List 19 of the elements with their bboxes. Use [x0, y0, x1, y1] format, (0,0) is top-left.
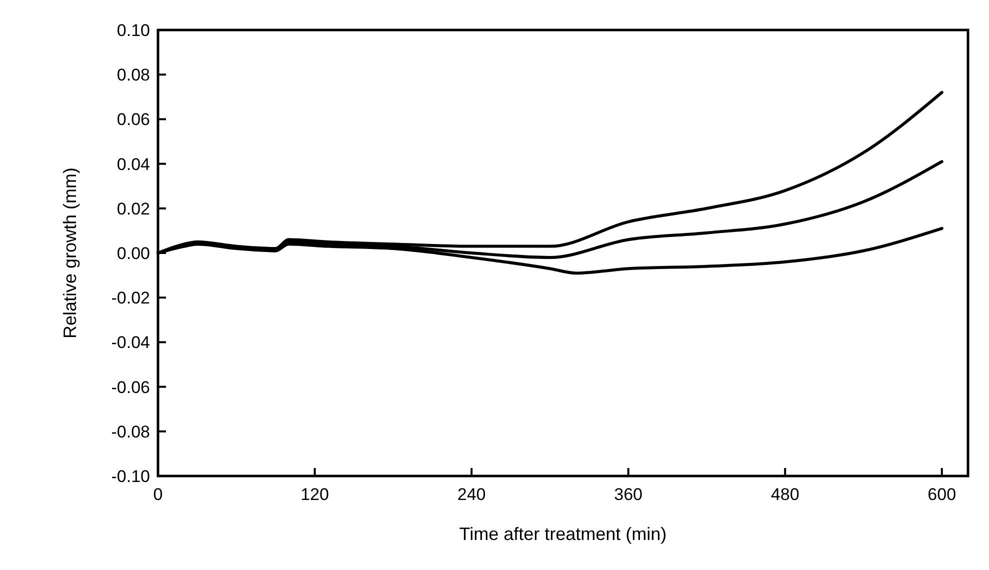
y-tick-label: -0.10 [111, 466, 150, 486]
x-tick-label: 120 [300, 485, 329, 504]
x-tick-label: 480 [770, 485, 800, 504]
x-tick-label: 0 [153, 485, 163, 504]
y-axis-title: Relative growth (mm) [60, 167, 80, 339]
y-tick-label: 0.10 [116, 20, 150, 40]
y-tick-label: -0.08 [111, 422, 150, 442]
y-tick-label: 0.00 [116, 244, 150, 263]
x-tick-label: 360 [614, 485, 643, 504]
y-tick-label: 0.08 [116, 66, 150, 85]
x-tick-label: 600 [928, 485, 956, 504]
y-tick-label: -0.04 [111, 333, 150, 352]
x-tick-label: 240 [457, 485, 486, 504]
y-tick-label: 0.04 [116, 154, 150, 174]
y-tick-label: -0.02 [111, 288, 150, 308]
y-tick-label: -0.06 [111, 378, 150, 397]
y-tick-label: 0.06 [116, 110, 150, 130]
x-axis-title: Time after treatment (min) [459, 524, 667, 544]
y-tick-label: 0.02 [116, 199, 150, 218]
